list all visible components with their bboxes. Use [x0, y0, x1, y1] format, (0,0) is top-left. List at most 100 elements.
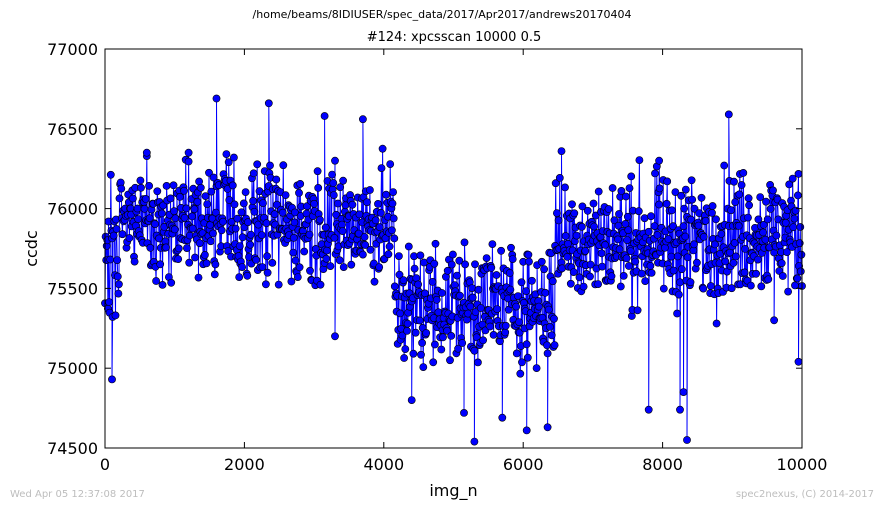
data-point [313, 167, 322, 176]
data-point [681, 185, 690, 194]
data-point [366, 245, 375, 254]
data-point [793, 274, 802, 283]
data-point [547, 331, 556, 340]
data-point [338, 227, 347, 235]
data-point [655, 200, 663, 209]
y-axis-label: ccdc [22, 230, 41, 267]
data-point [575, 273, 584, 282]
data-point [482, 254, 491, 262]
data-point [623, 212, 632, 221]
data-point [501, 328, 510, 337]
data-point [690, 240, 698, 249]
data-point [443, 266, 452, 275]
data-point [523, 353, 532, 362]
data-point [404, 242, 413, 251]
data-point [316, 280, 325, 289]
data-point [210, 270, 219, 279]
data-point [558, 264, 566, 273]
data-point [243, 218, 252, 227]
y-tick-label: 74500 [47, 439, 98, 458]
data-point [258, 263, 267, 271]
data-point [548, 277, 557, 286]
y-tick-label: 76500 [47, 120, 98, 139]
data-point [133, 204, 142, 213]
data-point [518, 358, 526, 367]
data-point [720, 161, 729, 170]
data-point [514, 292, 522, 300]
data-point [683, 253, 692, 262]
data-point [389, 214, 398, 223]
data-point [686, 278, 695, 287]
data-point [218, 217, 227, 226]
data-point [744, 213, 752, 222]
data-point [418, 338, 426, 347]
data-point [781, 218, 790, 227]
data-point [474, 285, 483, 294]
data-point [363, 198, 371, 207]
data-point [614, 235, 622, 244]
data-point [394, 252, 403, 260]
data-point [668, 206, 676, 215]
data-point [697, 193, 706, 202]
data-point [687, 215, 695, 224]
data-point [647, 212, 655, 221]
data-point [146, 243, 155, 252]
data-point [497, 246, 505, 255]
data-point [561, 232, 570, 240]
data-point [322, 254, 331, 263]
data-point [329, 179, 338, 187]
data-point [688, 195, 697, 204]
data-point [437, 289, 446, 297]
data-point [789, 223, 798, 232]
data-point [669, 222, 677, 231]
data-point [544, 305, 553, 314]
data-point [196, 183, 205, 192]
data-point [501, 321, 510, 330]
data-point [259, 199, 267, 207]
data-point [616, 282, 625, 291]
data-point [249, 169, 258, 178]
data-point [712, 319, 721, 328]
data-point [677, 265, 686, 274]
data-point [400, 354, 408, 362]
data-point [157, 209, 166, 218]
data-point [190, 205, 199, 214]
data-point [430, 340, 439, 349]
data-point [543, 423, 552, 432]
data-point [724, 110, 733, 119]
data-point [470, 346, 479, 355]
data-point [687, 176, 696, 185]
footer-credit: spec2nexus, (C) 2014-2017 [735, 489, 874, 500]
axes-frame [104, 48, 803, 449]
data-point [239, 199, 248, 208]
data-point [505, 269, 514, 277]
data-point [386, 160, 395, 168]
data-point [339, 176, 347, 185]
data-point [563, 252, 572, 261]
data-point [151, 220, 159, 228]
data-point [407, 396, 416, 404]
data-point [231, 224, 240, 233]
data-point [174, 255, 183, 263]
data-point [759, 220, 768, 229]
data-point [243, 271, 252, 280]
data-point [246, 230, 255, 239]
data-point [759, 228, 767, 237]
data-point [339, 263, 348, 271]
data-point [209, 173, 218, 182]
data-point [476, 304, 485, 312]
data-point [528, 276, 536, 285]
data-point [604, 205, 613, 213]
data-point [109, 231, 118, 240]
data-point [443, 326, 451, 335]
data-point [287, 277, 296, 286]
data-point [699, 284, 708, 293]
data-point [354, 229, 363, 238]
data-point [664, 235, 673, 243]
data-point [194, 273, 203, 282]
data-point [683, 436, 691, 444]
data-point [555, 173, 564, 182]
data-point [434, 308, 443, 317]
data-point [130, 257, 139, 266]
data-point [522, 340, 531, 349]
